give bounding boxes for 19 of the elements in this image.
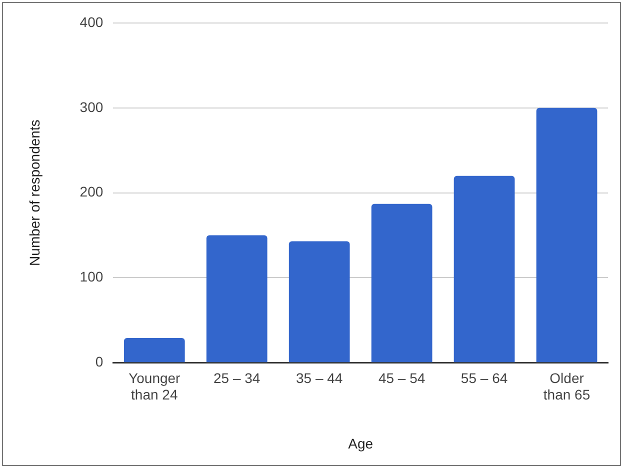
y-tick-label: 0 xyxy=(95,353,104,370)
x-tick-label: 35 – 44 xyxy=(296,370,343,386)
x-tick-label: Older than 65 xyxy=(543,370,590,403)
x-tick-label: 45 – 54 xyxy=(378,370,426,386)
x-tick-label: 25 – 34 xyxy=(214,370,260,386)
bar xyxy=(371,204,432,362)
bar xyxy=(536,108,598,362)
y-tick-label: 100 xyxy=(80,268,104,285)
x-axis-title: Age xyxy=(348,435,374,452)
bar xyxy=(454,176,515,362)
bar xyxy=(288,241,350,362)
y-tick-label: 300 xyxy=(80,98,104,115)
y-axis-title: Number of respondents xyxy=(26,120,42,266)
x-tick-label: Younger than 24 xyxy=(128,370,181,403)
x-tick-label: 55 – 64 xyxy=(460,370,508,386)
bar xyxy=(124,338,185,362)
y-tick-label: 200 xyxy=(80,184,104,200)
y-tick-label: 400 xyxy=(80,14,104,30)
bar xyxy=(206,235,268,362)
